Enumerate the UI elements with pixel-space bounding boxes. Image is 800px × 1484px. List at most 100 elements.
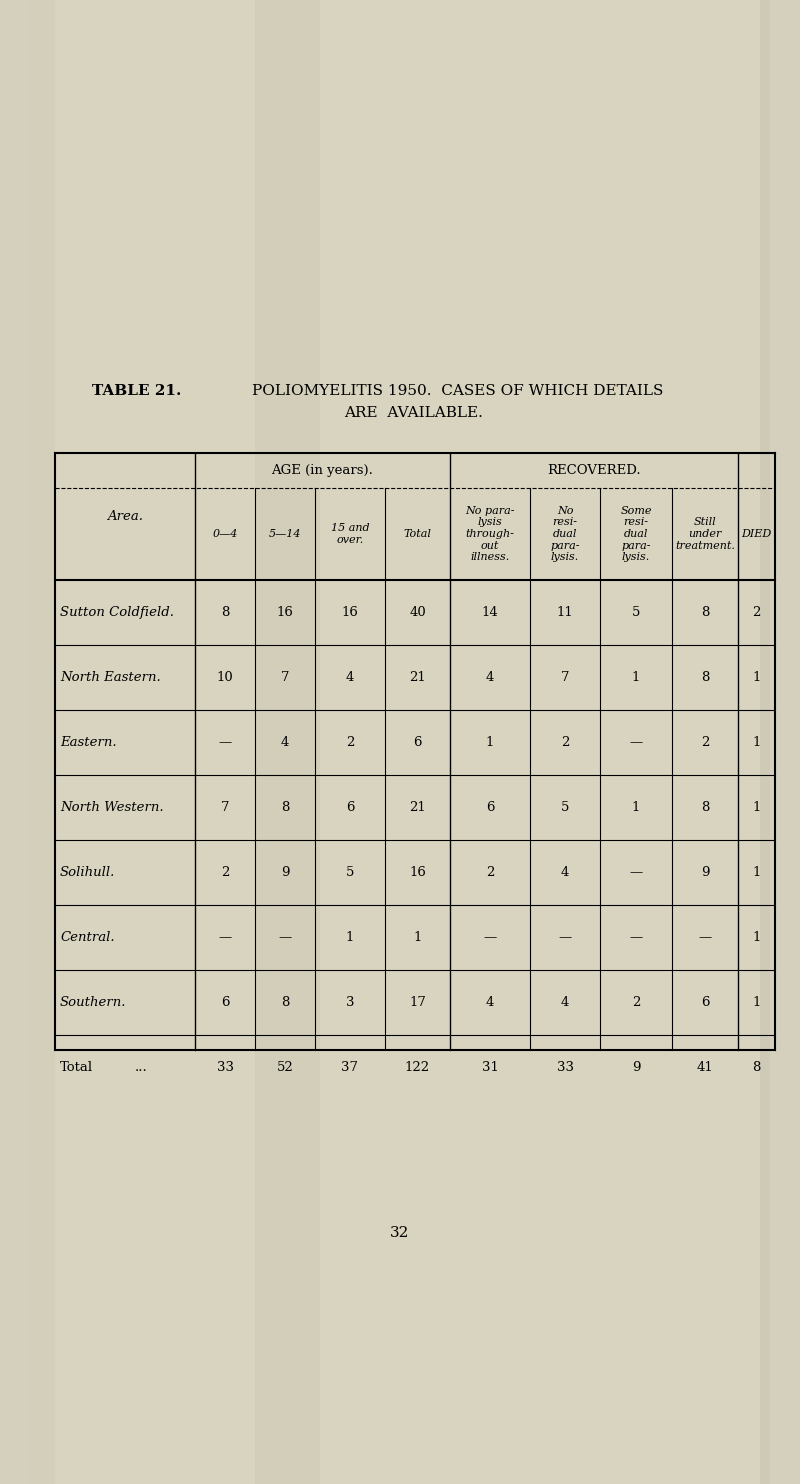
Text: 1: 1 xyxy=(752,867,761,879)
Text: AGE (in years).: AGE (in years). xyxy=(271,464,374,476)
Text: 4: 4 xyxy=(281,736,289,749)
Text: 4: 4 xyxy=(561,867,569,879)
Text: 2: 2 xyxy=(561,736,569,749)
Text: Area.: Area. xyxy=(107,510,143,522)
Text: 1: 1 xyxy=(752,671,761,684)
Text: —: — xyxy=(278,930,292,944)
Text: 10: 10 xyxy=(217,671,234,684)
Text: 9: 9 xyxy=(701,867,710,879)
Text: 5: 5 xyxy=(561,801,569,815)
Text: Some
resi-
dual
para-
lysis.: Some resi- dual para- lysis. xyxy=(620,506,652,562)
Text: —: — xyxy=(218,930,232,944)
Text: 17: 17 xyxy=(409,996,426,1009)
Text: 1: 1 xyxy=(486,736,494,749)
Text: 7: 7 xyxy=(561,671,570,684)
Text: No para-
lysis
through-
out
illness.: No para- lysis through- out illness. xyxy=(466,506,514,562)
Text: 7: 7 xyxy=(221,801,230,815)
Text: 8: 8 xyxy=(701,671,709,684)
Text: 9: 9 xyxy=(632,1061,640,1074)
Text: 16: 16 xyxy=(277,605,294,619)
Text: 2: 2 xyxy=(701,736,709,749)
Text: Total: Total xyxy=(403,528,431,539)
Text: 1: 1 xyxy=(752,930,761,944)
Text: 1: 1 xyxy=(752,996,761,1009)
Text: 5: 5 xyxy=(632,605,640,619)
Bar xyxy=(30,0,55,1484)
Text: DIED: DIED xyxy=(742,528,772,539)
Text: 37: 37 xyxy=(342,1061,358,1074)
Text: RECOVERED.: RECOVERED. xyxy=(547,464,641,476)
Text: 4: 4 xyxy=(486,671,494,684)
Text: Eastern.: Eastern. xyxy=(60,736,117,749)
Text: 4: 4 xyxy=(346,671,354,684)
Text: 4: 4 xyxy=(561,996,569,1009)
Text: —: — xyxy=(630,867,642,879)
Text: —: — xyxy=(698,930,712,944)
Text: 6: 6 xyxy=(486,801,494,815)
Bar xyxy=(255,0,320,1484)
Text: 21: 21 xyxy=(409,801,426,815)
Text: 1: 1 xyxy=(414,930,422,944)
Text: 21: 21 xyxy=(409,671,426,684)
Text: 15 and
over.: 15 and over. xyxy=(330,524,370,545)
Text: 3: 3 xyxy=(346,996,354,1009)
Text: 1: 1 xyxy=(752,736,761,749)
Text: 5—14: 5—14 xyxy=(269,528,302,539)
Text: 8: 8 xyxy=(221,605,229,619)
Text: 33: 33 xyxy=(557,1061,574,1074)
Text: 7: 7 xyxy=(281,671,290,684)
Text: 1: 1 xyxy=(632,801,640,815)
Text: —: — xyxy=(558,930,572,944)
Text: Still
under
treatment.: Still under treatment. xyxy=(675,518,735,551)
Text: 122: 122 xyxy=(405,1061,430,1074)
Text: Sutton Coldfield.: Sutton Coldfield. xyxy=(60,605,174,619)
Text: 8: 8 xyxy=(281,996,289,1009)
Text: 1: 1 xyxy=(752,801,761,815)
Text: 41: 41 xyxy=(697,1061,714,1074)
Text: 1: 1 xyxy=(346,930,354,944)
Text: 2: 2 xyxy=(346,736,354,749)
Text: TABLE 21.: TABLE 21. xyxy=(92,384,182,398)
Bar xyxy=(760,0,770,1484)
Text: 6: 6 xyxy=(701,996,710,1009)
Text: 2: 2 xyxy=(632,996,640,1009)
Text: North Eastern.: North Eastern. xyxy=(60,671,161,684)
Text: —: — xyxy=(218,736,232,749)
Text: 8: 8 xyxy=(281,801,289,815)
Text: 2: 2 xyxy=(486,867,494,879)
Text: 16: 16 xyxy=(409,867,426,879)
Text: 8: 8 xyxy=(752,1061,761,1074)
Text: Total: Total xyxy=(60,1061,93,1074)
Text: 33: 33 xyxy=(217,1061,234,1074)
Text: No
resi-
dual
para-
lysis.: No resi- dual para- lysis. xyxy=(550,506,580,562)
Text: 52: 52 xyxy=(277,1061,294,1074)
Text: 2: 2 xyxy=(752,605,761,619)
Text: ...: ... xyxy=(135,1061,148,1074)
Text: 6: 6 xyxy=(221,996,230,1009)
Text: 14: 14 xyxy=(482,605,498,619)
Text: 0—4: 0—4 xyxy=(212,528,238,539)
Text: 1: 1 xyxy=(632,671,640,684)
Text: 8: 8 xyxy=(701,801,709,815)
Text: 31: 31 xyxy=(482,1061,498,1074)
Text: Southern.: Southern. xyxy=(60,996,126,1009)
Text: —: — xyxy=(630,736,642,749)
Text: 8: 8 xyxy=(701,605,709,619)
Text: ARE  AVAILABLE.: ARE AVAILABLE. xyxy=(344,407,483,420)
Text: North Western.: North Western. xyxy=(60,801,164,815)
Text: 4: 4 xyxy=(486,996,494,1009)
Text: —: — xyxy=(483,930,497,944)
Text: POLIOMYELITIS 1950.  CASES OF WHICH DETAILS: POLIOMYELITIS 1950. CASES OF WHICH DETAI… xyxy=(252,384,663,398)
Text: Central.: Central. xyxy=(60,930,114,944)
Text: 16: 16 xyxy=(342,605,358,619)
Text: 2: 2 xyxy=(221,867,229,879)
Text: 6: 6 xyxy=(346,801,354,815)
Text: 40: 40 xyxy=(409,605,426,619)
Text: 11: 11 xyxy=(557,605,574,619)
Text: Solihull.: Solihull. xyxy=(60,867,115,879)
Text: 9: 9 xyxy=(281,867,290,879)
Text: 5: 5 xyxy=(346,867,354,879)
Text: 32: 32 xyxy=(390,1226,410,1241)
Text: 6: 6 xyxy=(414,736,422,749)
Text: —: — xyxy=(630,930,642,944)
